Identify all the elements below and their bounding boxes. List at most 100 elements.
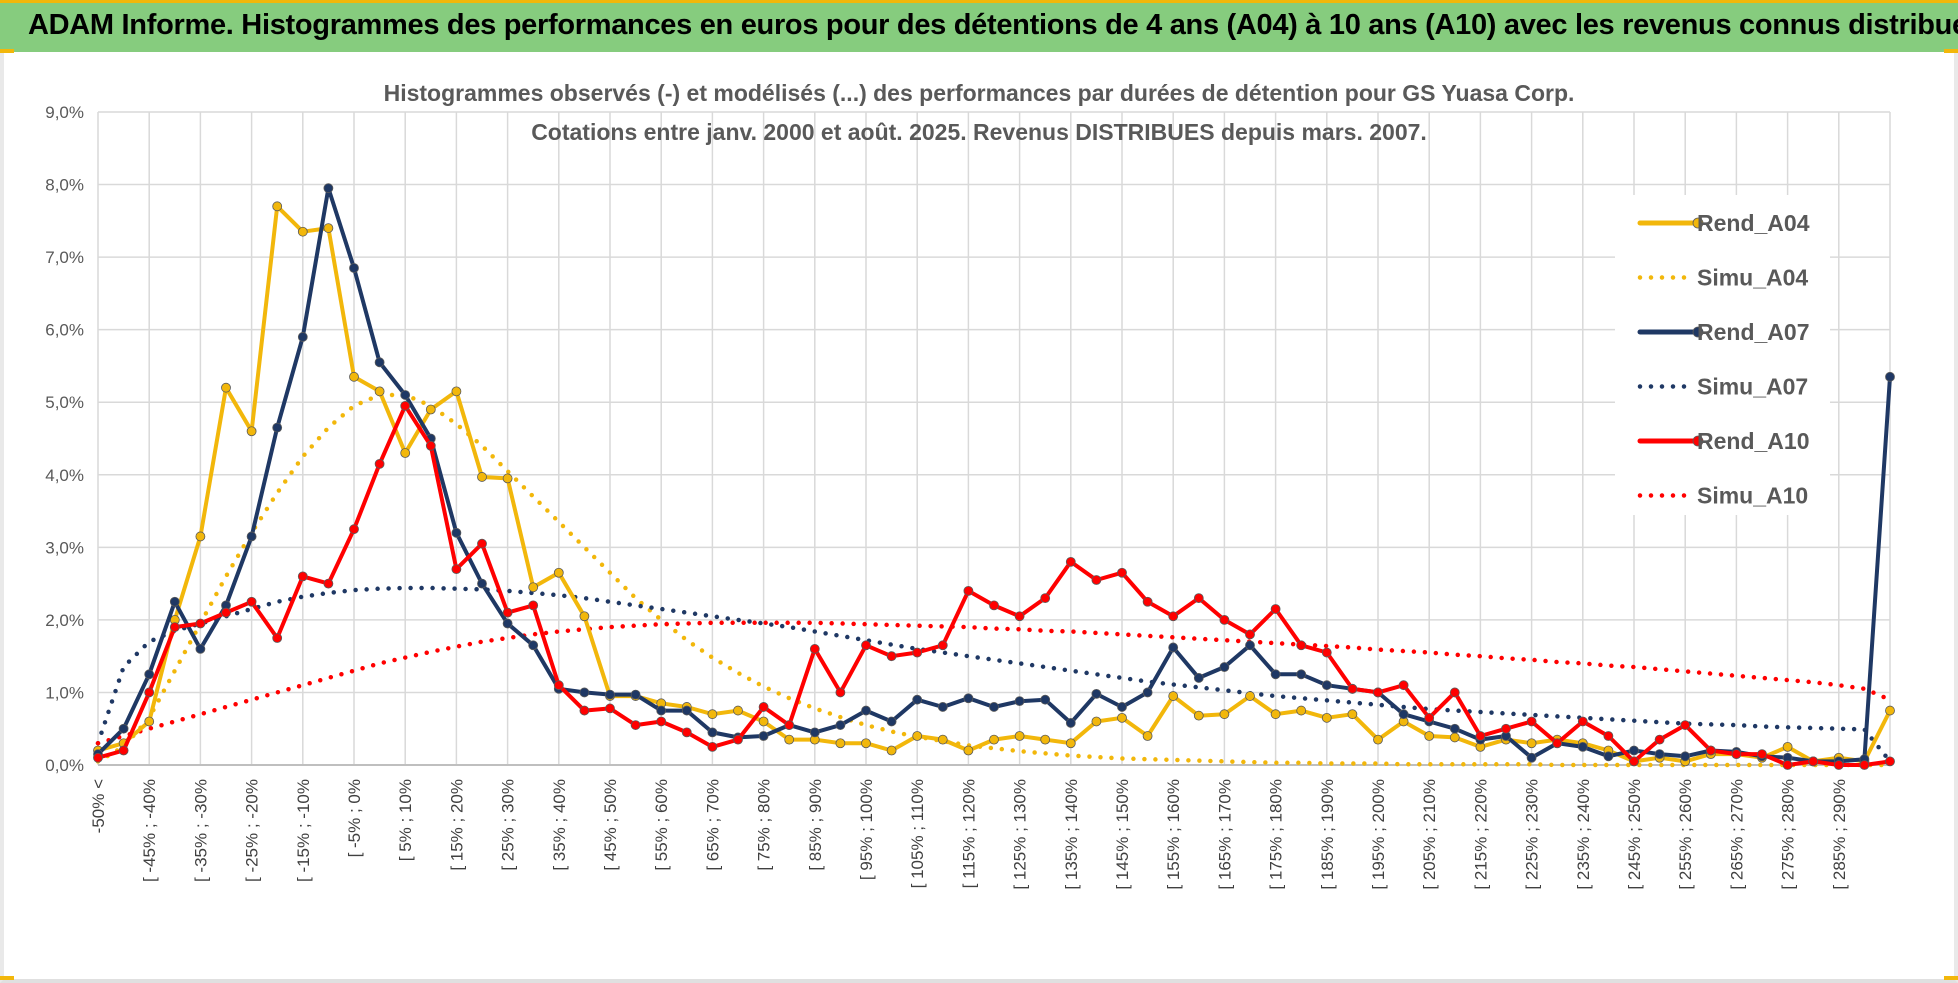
data-point-rend_a07 bbox=[1603, 751, 1614, 762]
corner-accent-left bbox=[0, 49, 14, 53]
data-point-rend_a10 bbox=[758, 702, 769, 712]
data-point-rend_a10 bbox=[1808, 756, 1819, 767]
x-tick-label: [ 215% ; 220% bbox=[1471, 779, 1490, 890]
data-point-rend_a04 bbox=[1296, 705, 1307, 716]
y-tick-label: 5,0% bbox=[45, 393, 84, 412]
data-point-rend_a10 bbox=[502, 607, 513, 618]
data-point-rend_a04 bbox=[1449, 732, 1460, 743]
legend-marker bbox=[1692, 435, 1704, 447]
data-point-rend_a10 bbox=[374, 458, 385, 469]
data-point-rend_a04 bbox=[1270, 709, 1281, 720]
data-point-rend_a10 bbox=[579, 705, 590, 716]
data-point-rend_a10 bbox=[246, 596, 257, 607]
data-point-rend_a10 bbox=[1859, 760, 1870, 770]
data-point-rend_a10 bbox=[1347, 683, 1358, 694]
data-point-rend_a10 bbox=[1654, 734, 1665, 745]
data-point-rend_a10 bbox=[937, 640, 948, 651]
data-point-rend_a07 bbox=[1449, 723, 1460, 734]
data-point-rend_a10 bbox=[861, 640, 871, 651]
data-point-rend_a07 bbox=[400, 390, 411, 400]
x-tick-label: [ 75% ; 80% bbox=[755, 779, 774, 871]
data-point-rend_a04 bbox=[1219, 709, 1230, 720]
data-point-rend_a04 bbox=[1321, 712, 1332, 723]
data-point-rend_a07 bbox=[1398, 709, 1409, 720]
legend-box bbox=[1615, 195, 1830, 515]
data-point-rend_a10 bbox=[553, 680, 564, 691]
x-tick-label: [ 125% ; 130% bbox=[1011, 779, 1030, 890]
data-point-rend_a07 bbox=[1296, 669, 1307, 680]
data-point-rend_a07 bbox=[579, 687, 590, 698]
y-tick-label: 8,0% bbox=[45, 176, 84, 195]
x-tick-label: [ 245% ; 250% bbox=[1625, 779, 1644, 890]
data-point-rend_a04 bbox=[1245, 691, 1255, 701]
data-point-rend_a04 bbox=[758, 716, 769, 727]
data-point-rend_a07 bbox=[630, 689, 641, 700]
data-point-rend_a04 bbox=[937, 734, 948, 745]
data-point-rend_a07 bbox=[1270, 669, 1281, 680]
data-point-rend_a10 bbox=[733, 734, 743, 745]
data-point-rend_a07 bbox=[169, 596, 180, 607]
data-point-rend_a04 bbox=[963, 745, 974, 756]
data-point-rend_a10 bbox=[989, 600, 999, 611]
data-point-rend_a07 bbox=[835, 720, 846, 730]
data-point-rend_a04 bbox=[451, 386, 462, 397]
data-point-rend_a10 bbox=[1014, 611, 1025, 622]
data-point-rend_a07 bbox=[989, 702, 999, 712]
data-point-rend_a07 bbox=[323, 183, 334, 194]
series-line-simu_a10 bbox=[95, 620, 1893, 746]
x-tick-label: [ 145% ; 150% bbox=[1113, 779, 1132, 890]
data-point-rend_a04 bbox=[1424, 731, 1435, 741]
data-point-rend_a10 bbox=[886, 651, 897, 662]
data-point-rend_a07 bbox=[707, 727, 718, 738]
data-point-rend_a10 bbox=[1091, 575, 1102, 585]
grid bbox=[97, 111, 1891, 766]
x-tick-label: [ 65% ; 70% bbox=[703, 779, 722, 871]
x-tick-label: [ 45% ; 50% bbox=[601, 779, 620, 871]
data-point-rend_a10 bbox=[1603, 731, 1614, 741]
data-point-rend_a04 bbox=[1040, 734, 1051, 745]
data-point-rend_a10 bbox=[1065, 556, 1076, 567]
x-tick-label: [ 225% ; 230% bbox=[1523, 779, 1542, 890]
data-point-rend_a07 bbox=[912, 694, 923, 705]
data-point-rend_a10 bbox=[605, 703, 615, 714]
y-tick-label: 0,0% bbox=[45, 756, 84, 775]
y-axis: 0,0% 1,0% 2,0% 3,0% 4,0% 5,0% 6,0% 7,0% 8,0% 9,0% bbox=[45, 103, 84, 775]
legend-label: Rend_A10 bbox=[1697, 428, 1809, 454]
data-point-rend_a10 bbox=[1757, 749, 1767, 760]
data-point-rend_a04 bbox=[553, 567, 564, 578]
data-point-rend_a10 bbox=[1629, 756, 1639, 767]
data-point-rend_a10 bbox=[656, 716, 667, 727]
data-point-rend_a10 bbox=[272, 633, 283, 643]
data-point-rend_a07 bbox=[144, 669, 155, 680]
report-header: ADAM Informe. Histogrammes des performan… bbox=[0, 0, 1958, 52]
data-point-rend_a10 bbox=[1373, 687, 1383, 698]
data-point-rend_a07 bbox=[681, 705, 692, 716]
x-tick-label: [ 185% ; 190% bbox=[1318, 779, 1337, 890]
data-point-rend_a10 bbox=[1398, 680, 1409, 691]
data-point-rend_a04 bbox=[579, 611, 590, 622]
data-point-rend_a07 bbox=[374, 357, 385, 368]
data-point-rend_a10 bbox=[1782, 760, 1793, 770]
data-point-rend_a10 bbox=[425, 440, 436, 451]
x-tick-label: [ 285% ; 290% bbox=[1830, 779, 1849, 890]
data-point-rend_a10 bbox=[707, 741, 718, 752]
data-point-rend_a04 bbox=[835, 738, 846, 749]
y-tick-label: 9,0% bbox=[45, 103, 84, 122]
data-point-rend_a07 bbox=[528, 640, 539, 651]
data-point-rend_a07 bbox=[1245, 640, 1255, 651]
data-point-rend_a04 bbox=[1091, 716, 1102, 727]
x-tick-label: [ 25% ; 30% bbox=[499, 779, 518, 871]
legend: Rend_A04 Simu_A04 Rend_A07 Simu_A07 Rend_A10… bbox=[1615, 195, 1830, 515]
x-tick-label: [ 255% ; 260% bbox=[1676, 779, 1695, 890]
data-point-rend_a07 bbox=[1193, 673, 1204, 683]
x-tick-label: [ 105% ; 110% bbox=[908, 779, 927, 888]
y-tick-label: 6,0% bbox=[45, 321, 84, 340]
data-point-rend_a07 bbox=[1629, 745, 1639, 756]
legend-label: Simu_A10 bbox=[1697, 483, 1808, 509]
data-point-rend_a07 bbox=[758, 731, 769, 741]
data-point-rend_a07 bbox=[477, 578, 487, 589]
chart-frame bbox=[0, 52, 1958, 983]
x-tick-label: [ 155% ; 160% bbox=[1164, 779, 1183, 890]
series bbox=[93, 183, 1895, 770]
data-point-rend_a04 bbox=[246, 426, 257, 437]
